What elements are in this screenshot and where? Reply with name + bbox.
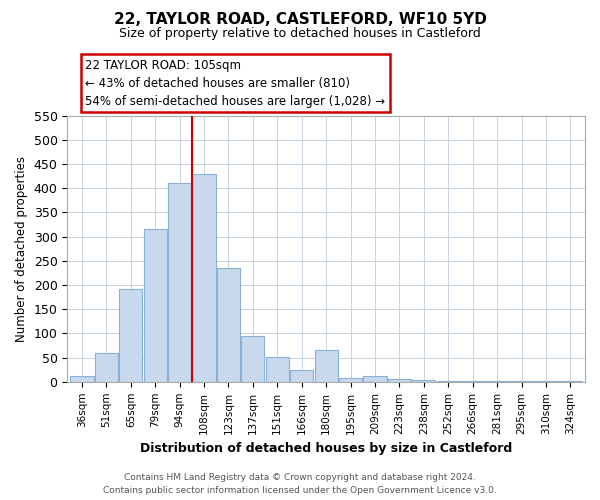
Bar xyxy=(217,268,240,382)
Bar xyxy=(290,370,313,382)
Bar xyxy=(95,353,118,382)
Text: 22 TAYLOR ROAD: 105sqm
← 43% of detached houses are smaller (810)
54% of semi-de: 22 TAYLOR ROAD: 105sqm ← 43% of detached… xyxy=(85,58,386,108)
Text: 22, TAYLOR ROAD, CASTLEFORD, WF10 5YD: 22, TAYLOR ROAD, CASTLEFORD, WF10 5YD xyxy=(113,12,487,28)
Bar xyxy=(143,230,167,382)
Y-axis label: Number of detached properties: Number of detached properties xyxy=(15,156,28,342)
Text: Contains HM Land Registry data © Crown copyright and database right 2024.
Contai: Contains HM Land Registry data © Crown c… xyxy=(103,474,497,495)
Bar xyxy=(266,356,289,382)
Bar xyxy=(437,381,460,382)
Bar xyxy=(559,381,582,382)
Bar xyxy=(193,174,215,382)
Bar xyxy=(168,184,191,382)
Bar xyxy=(485,381,509,382)
Bar xyxy=(412,380,436,382)
Bar xyxy=(339,378,362,382)
Bar xyxy=(241,336,265,382)
X-axis label: Distribution of detached houses by size in Castleford: Distribution of detached houses by size … xyxy=(140,442,512,455)
Bar xyxy=(461,381,484,382)
Text: Size of property relative to detached houses in Castleford: Size of property relative to detached ho… xyxy=(119,28,481,40)
Bar xyxy=(70,376,94,382)
Bar xyxy=(119,290,142,382)
Bar xyxy=(364,376,386,382)
Bar xyxy=(314,350,338,382)
Bar xyxy=(388,380,411,382)
